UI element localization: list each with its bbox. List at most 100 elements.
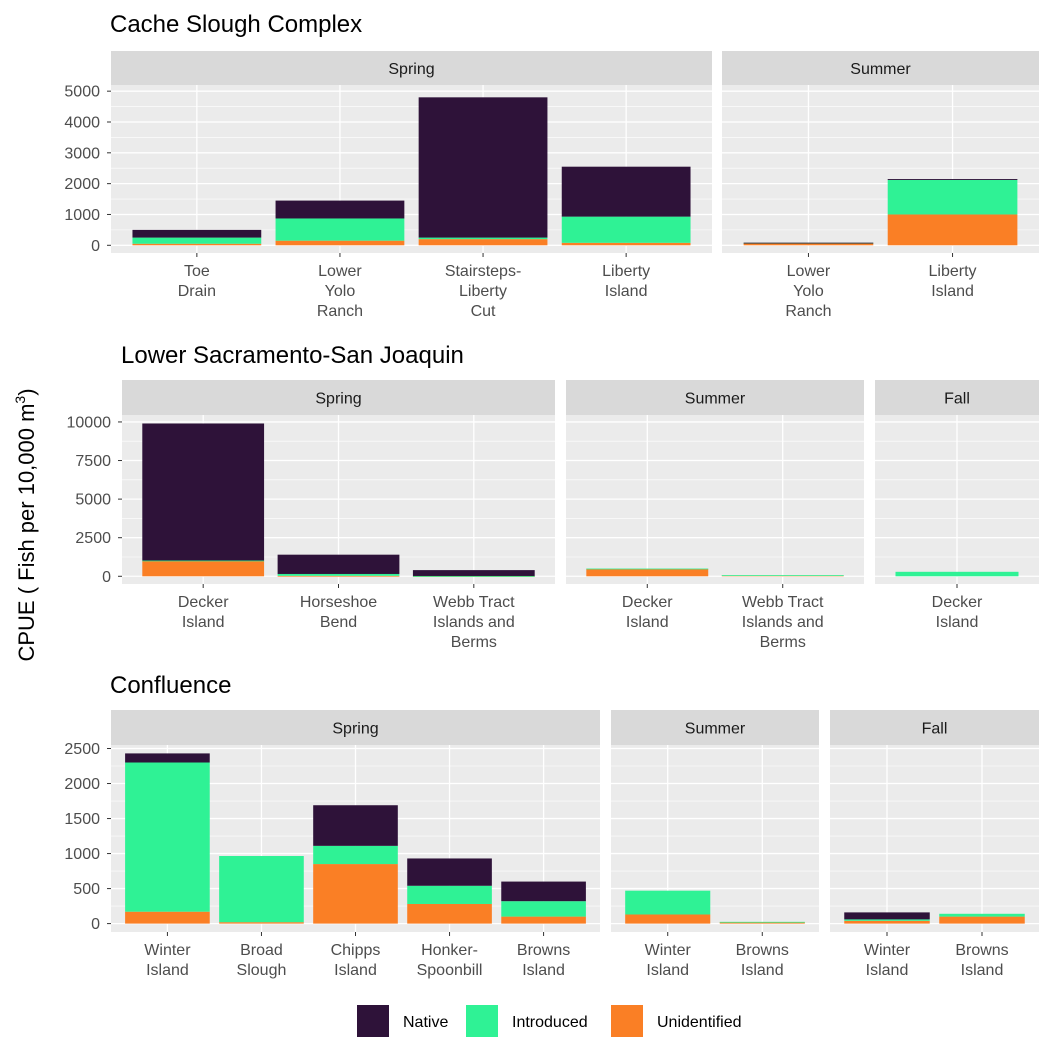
x-tick-label-line: Webb Tract [742,594,824,611]
legend-label: Unidentified [657,1014,742,1031]
x-tick-label-browns-island: Browns Island [736,942,789,979]
y-tick-label: 0 [91,916,100,933]
bar-native-winter-island [125,753,210,763]
facet-strip [722,51,1039,85]
bar-unidentified-lower-yolo-ranch [743,243,874,246]
x-tick-label-line: Spoonbill [417,962,483,979]
bar-native-horseshoe-bend [277,554,400,574]
y-axis-label: CPUE ( Fish per 10,000 m3) [12,388,39,661]
chart-row-lower-sacramento-san-joaquin: Lower Sacramento-San Joaquin 0 2500 5000 750… [67,342,1039,651]
x-tick-label-line: Browns [736,942,789,959]
y-axis-label-main: CPUE ( Fish per 10,000 m [14,404,39,662]
facet-strip-label: Spring [332,721,378,738]
y-tick-label: 0 [91,238,100,255]
y-tick-label: 2000 [64,176,100,193]
bar-introduced-decker-island [895,571,1019,577]
bar-unidentified-winter-island [844,920,930,924]
x-tick-label-liberty-island: Liberty Island [929,263,977,300]
bar-unidentified-broad-slough [219,922,304,924]
bar-introduced-browns-island [501,901,586,917]
x-tick-label-lower-yolo-ranch: Lower Yolo Ranch [785,263,831,320]
bar-introduced-toe-drain [132,237,262,244]
bar-unidentified-horseshoe-bend [277,575,400,577]
bar-introduced-winter-island [125,762,210,912]
legend-swatch-unidentified [611,1005,643,1037]
y-tick-label: 5000 [75,492,111,509]
bar-unidentified-liberty-island [561,242,691,246]
bar-unidentified-winter-island [125,911,210,924]
facet-fall: Fall Decker Island [875,380,1039,631]
bar-introduced-liberty-island [561,216,691,243]
x-tick-label-horseshoe-bend: Horseshoe Bend [300,594,377,631]
x-tick-label-line: Island [334,962,377,979]
panel-background [830,745,1039,932]
x-tick-label-liberty-island: Liberty Island [602,263,650,300]
x-tick-label-line: Liberty [459,283,507,300]
bar-native-webb-tract-islands-and-berms [412,570,535,576]
bar-native-browns-island [501,881,586,902]
legend-swatch-native [357,1005,389,1037]
chart-row-confluence: Confluence 0 500 1000 1500 2000 2500 Spring Wint… [64,672,1039,979]
x-tick-label-line: Berms [760,634,806,651]
bar-introduced-horseshoe-bend [277,573,400,576]
x-tick-label-line: Stairsteps- [445,263,521,280]
x-tick-label-browns-island: Browns Island [955,942,1008,979]
x-tick-label-decker-island: Decker Island [178,594,229,631]
bar-unidentified-browns-island [501,916,586,924]
y-tick-label: 500 [73,881,100,898]
chart-title: Lower Sacramento-San Joaquin [121,342,464,369]
facet-strip [122,380,555,415]
x-tick-label-line: Lower [318,263,362,280]
x-tick-label-line: Chipps [331,942,381,959]
facet-fall: Fall Winter Island Browns Island [830,710,1039,979]
y-tick-label: 1500 [64,811,100,828]
facet-strip [111,710,600,745]
x-tick-label-line: Ranch [317,303,363,320]
y-tick-label: 5000 [64,84,100,101]
x-tick-label-line: Island [646,962,689,979]
x-tick-label-decker-island: Decker Island [622,594,673,631]
x-tick-label-winter-island: Winter Island [645,942,692,979]
x-tick-label-broad-slough: Broad Slough [237,942,287,979]
bar-introduced-chipps-island [313,845,398,865]
x-tick-label-line: Island [182,614,225,631]
x-tick-label-line: Lower [787,263,831,280]
x-tick-label-line: Liberty [929,263,977,280]
x-tick-label-line: Island [931,283,974,300]
x-tick-label-line: Island [961,962,1004,979]
legend: Native Introduced Unidentified [357,1005,742,1037]
y-tick-label: 4000 [64,114,100,131]
bar-unidentified-liberty-island [887,214,1018,246]
y-tick-label: 2500 [64,741,100,758]
legend-swatch-introduced [466,1005,498,1037]
facet-strip-label: Spring [388,61,434,78]
bar-native-liberty-island [887,179,1018,180]
bar-introduced-winter-island [844,919,930,921]
facet-strip [111,51,712,85]
x-tick-label-line: Drain [178,283,216,300]
chart-title: Confluence [110,672,231,699]
legend-label: Native [403,1014,448,1031]
bar-introduced-webb-tract-islands-and-berms [412,575,535,577]
x-tick-label-line: Broad [240,942,283,959]
x-tick-label-line: Island [146,962,189,979]
facet-strip-label: Summer [850,61,911,78]
x-tick-label-line: Winter [144,942,191,959]
y-tick-label: 1000 [64,846,100,863]
legend-item-native: Native [357,1005,448,1037]
bar-native-lower-yolo-ranch [743,242,874,244]
facet-strip [875,380,1039,415]
bar-unidentified-lower-yolo-ranch [275,240,405,246]
bar-native-liberty-island [561,166,691,217]
x-tick-label-honker-spoonbill: Honker- Spoonbill [417,942,483,979]
bar-unidentified-chipps-island [313,864,398,924]
x-tick-label-lower-yolo-ranch: Lower Yolo Ranch [317,263,363,320]
legend-item-introduced: Introduced [466,1005,588,1037]
bar-native-winter-island [844,912,930,920]
y-axis-label-sup: 3 [12,396,28,404]
facet-strip [830,710,1039,745]
x-tick-label-line: Winter [645,942,692,959]
x-tick-label-decker-island: Decker Island [932,594,983,631]
bar-native-lower-yolo-ranch [275,200,405,219]
y-tick-label: 10000 [67,414,112,431]
